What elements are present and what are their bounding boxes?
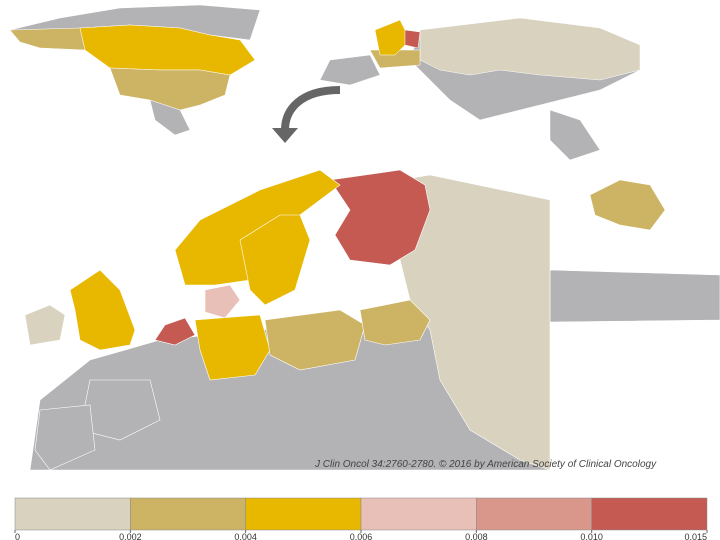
legend-tick-label: 0.015: [684, 532, 707, 540]
legend-tick-label: 0: [15, 532, 20, 540]
legend-swatch: [130, 497, 246, 531]
legend-swatch: [476, 497, 592, 531]
citation: J Clin Oncol 34:2760-2780. © 2016 by Ame…: [314, 459, 657, 470]
arrow: [281, 86, 341, 131]
legend-tick-label: 0.004: [234, 532, 257, 540]
legend-tick-label: 0.008: [465, 532, 488, 540]
legend-tick-label: 0.010: [580, 532, 603, 540]
legend-swatch: [591, 497, 708, 531]
legend-swatch: [360, 497, 477, 531]
arrow-head: [272, 128, 298, 143]
legend-swatch: [14, 497, 131, 531]
legend-swatch: [245, 497, 362, 531]
legend-tick-label: 0.002: [119, 532, 142, 540]
legend-tick-label: 0.006: [350, 532, 373, 540]
color-legend: 0 0.002 0.004 0.006 0.008 0.010 0.015: [14, 497, 708, 540]
world-map: [9, 4, 666, 231]
europe-map: [9, 169, 720, 471]
